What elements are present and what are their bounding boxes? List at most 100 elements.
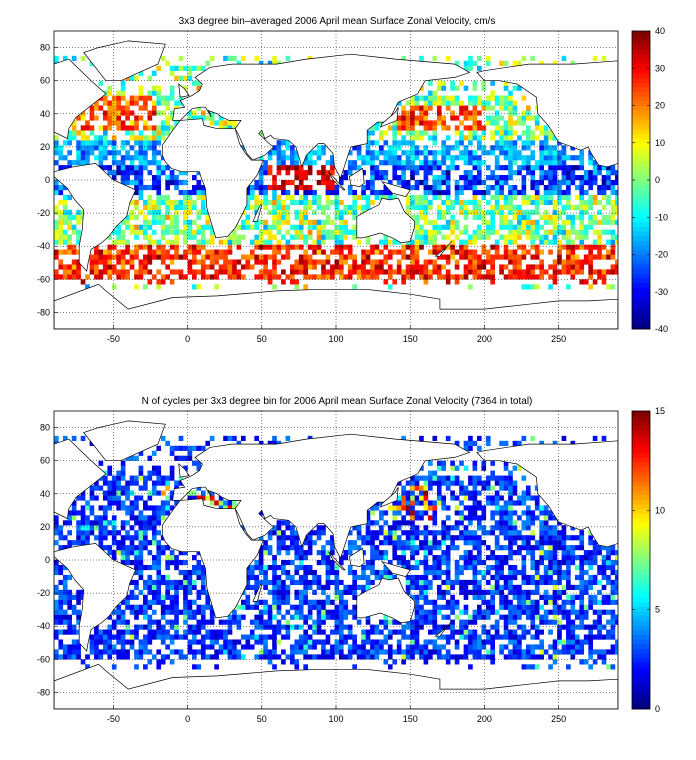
heatmap-cell [445, 569, 451, 576]
heatmap-cell [307, 530, 313, 536]
heatmap-cell [423, 209, 429, 215]
heatmap-cell [294, 175, 300, 181]
heatmap-cell [521, 115, 527, 121]
heatmap-cell [187, 269, 193, 275]
heatmap-cell [330, 199, 335, 206]
heatmap-cell [316, 194, 322, 201]
heatmap-cell [200, 624, 206, 630]
heatmap-cell [597, 170, 602, 176]
heatmap-cell [307, 654, 313, 660]
heatmap-cell [477, 540, 482, 546]
heatmap-cell [134, 155, 139, 161]
heatmap-cell [94, 264, 99, 270]
heatmap-cell [338, 589, 344, 595]
heatmap-cell [503, 125, 509, 131]
heatmap-cell [472, 60, 478, 66]
heatmap-cell [71, 594, 77, 600]
heatmap-cell [196, 184, 202, 191]
heatmap-cell [401, 269, 406, 275]
heatmap-cell [129, 155, 135, 161]
heatmap-cell [116, 234, 121, 240]
heatmap-cell [468, 505, 473, 511]
heatmap-cell [490, 515, 496, 521]
heatmap-cell [521, 165, 527, 171]
heatmap-cell [303, 550, 308, 556]
heatmap-cell [543, 515, 549, 521]
heatmap-cell [463, 85, 469, 91]
heatmap-cell [503, 500, 509, 506]
heatmap-cell [441, 115, 447, 121]
heatmap-cell [76, 150, 81, 156]
heatmap-cell [94, 639, 99, 645]
heatmap-cell [570, 550, 576, 556]
heatmap-cell [134, 214, 139, 220]
heatmap-cell [601, 165, 607, 171]
landmass [54, 163, 137, 272]
heatmap-cell [428, 515, 433, 521]
heatmap-cell [218, 269, 224, 275]
heatmap-cell [374, 259, 380, 265]
heatmap-cell [160, 244, 166, 250]
heatmap-cell [209, 629, 215, 635]
heatmap-cell [196, 170, 202, 176]
heatmap-cell [428, 274, 433, 280]
heatmap-cell [325, 639, 331, 645]
heatmap-cell [539, 249, 544, 255]
heatmap-cell [156, 284, 162, 290]
heatmap-cell [352, 579, 357, 586]
heatmap-cell [508, 510, 513, 516]
heatmap-cell [450, 525, 455, 531]
heatmap-cell [387, 525, 393, 531]
heatmap-cell [610, 634, 616, 640]
heatmap-cell [557, 209, 562, 215]
heatmap-cell [62, 140, 68, 146]
heatmap-cell [192, 110, 197, 116]
heatmap-cell [192, 564, 197, 571]
heatmap-cell [423, 160, 429, 166]
heatmap-cell [347, 649, 353, 655]
heatmap-cell [481, 624, 487, 630]
heatmap-cell [592, 609, 598, 615]
heatmap-cell [561, 209, 567, 215]
heatmap-cell [490, 634, 496, 640]
heatmap-cell [285, 624, 291, 630]
heatmap-cell [307, 160, 313, 166]
heatmap-cell [521, 634, 527, 640]
heatmap-cell [428, 80, 433, 86]
heatmap-cell [379, 135, 384, 141]
heatmap-cell [468, 520, 473, 526]
heatmap-cell [151, 85, 157, 91]
heatmap-cell [54, 619, 59, 625]
heatmap-cell [606, 619, 611, 625]
heatmap-cell [294, 170, 300, 176]
heatmap-cell [503, 520, 509, 526]
heatmap-cell [94, 274, 99, 280]
colorbar-swatch [632, 263, 650, 269]
heatmap-cell [530, 170, 536, 176]
heatmap-cell [352, 589, 357, 595]
heatmap-cell [463, 624, 469, 630]
heatmap-cell [543, 609, 549, 615]
heatmap-cell [566, 234, 571, 240]
heatmap-cell [428, 609, 433, 615]
heatmap-cell [450, 219, 455, 225]
heatmap-cell [512, 550, 518, 556]
heatmap-cell [468, 649, 473, 655]
heatmap-cell [263, 224, 268, 230]
heatmap-cell [192, 569, 197, 576]
heatmap-cell [330, 229, 335, 235]
heatmap-cell [361, 170, 366, 176]
heatmap-cell [566, 269, 571, 275]
heatmap-cell [454, 95, 460, 101]
heatmap-cell [477, 120, 482, 126]
heatmap-cell [570, 269, 576, 275]
heatmap-cell [71, 264, 77, 270]
heatmap-cell [494, 125, 500, 131]
heatmap-cell [129, 180, 135, 186]
heatmap-cell [387, 560, 393, 566]
heatmap-cell [129, 589, 135, 595]
heatmap-cell [396, 145, 402, 151]
heatmap-cell [405, 180, 411, 186]
heatmap-cell [223, 500, 228, 506]
colorbar-swatch [632, 217, 650, 223]
